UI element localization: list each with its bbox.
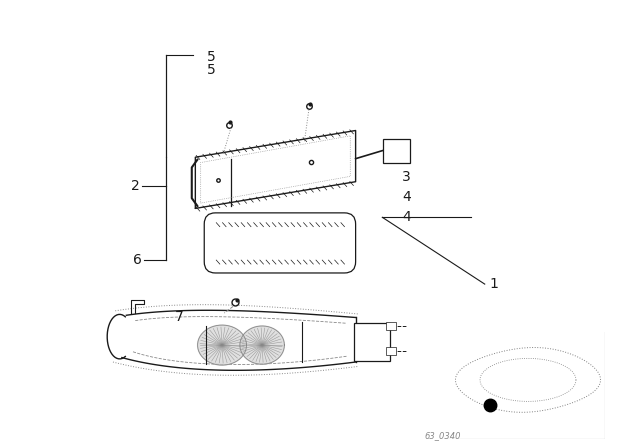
Polygon shape [240,326,284,364]
Text: 1: 1 [489,277,498,291]
Text: 63_0340: 63_0340 [424,431,461,440]
Text: 5: 5 [207,64,215,78]
Text: 7: 7 [175,310,184,324]
Polygon shape [122,310,356,370]
Text: 2: 2 [131,179,140,193]
Text: 6: 6 [133,253,142,267]
Text: 4: 4 [403,210,411,224]
FancyBboxPatch shape [383,138,410,163]
Text: 4: 4 [403,190,411,204]
FancyBboxPatch shape [204,213,356,273]
FancyBboxPatch shape [387,323,396,331]
Polygon shape [198,325,246,365]
Text: 3: 3 [403,170,411,184]
Text: 5: 5 [207,50,215,64]
FancyBboxPatch shape [387,347,396,355]
FancyBboxPatch shape [355,323,390,361]
